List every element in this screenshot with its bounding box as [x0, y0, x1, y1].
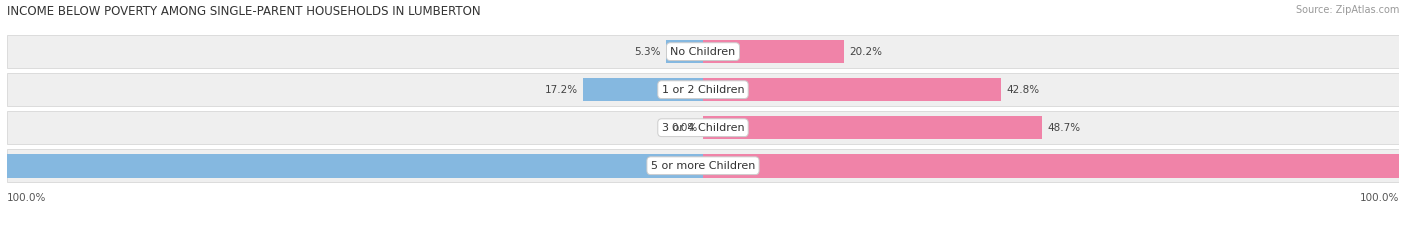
Text: 42.8%: 42.8%	[1007, 85, 1039, 95]
Bar	[703, 154, 1399, 178]
Text: INCOME BELOW POVERTY AMONG SINGLE-PARENT HOUSEHOLDS IN LUMBERTON: INCOME BELOW POVERTY AMONG SINGLE-PARENT…	[7, 5, 481, 18]
Text: 0.0%: 0.0%	[671, 123, 697, 133]
Text: 48.7%: 48.7%	[1047, 123, 1081, 133]
Text: 5.3%: 5.3%	[634, 47, 661, 57]
Bar	[7, 149, 1399, 182]
Text: 100.0%: 100.0%	[1405, 161, 1406, 171]
Bar	[703, 116, 1042, 140]
Bar	[7, 154, 703, 178]
Bar	[7, 111, 1399, 144]
Text: 100.0%: 100.0%	[1360, 193, 1399, 203]
Text: 5 or more Children: 5 or more Children	[651, 161, 755, 171]
Text: 100.0%: 100.0%	[7, 193, 46, 203]
Bar	[7, 73, 1399, 106]
Bar	[7, 35, 1399, 68]
Bar	[666, 40, 703, 63]
Bar	[583, 78, 703, 101]
Text: 17.2%: 17.2%	[544, 85, 578, 95]
Bar	[703, 78, 1001, 101]
Text: 20.2%: 20.2%	[849, 47, 882, 57]
Text: No Children: No Children	[671, 47, 735, 57]
Text: Source: ZipAtlas.com: Source: ZipAtlas.com	[1295, 5, 1399, 15]
Text: 100.0%: 100.0%	[0, 161, 1, 171]
Bar	[703, 40, 844, 63]
Text: 3 or 4 Children: 3 or 4 Children	[662, 123, 744, 133]
Text: 1 or 2 Children: 1 or 2 Children	[662, 85, 744, 95]
